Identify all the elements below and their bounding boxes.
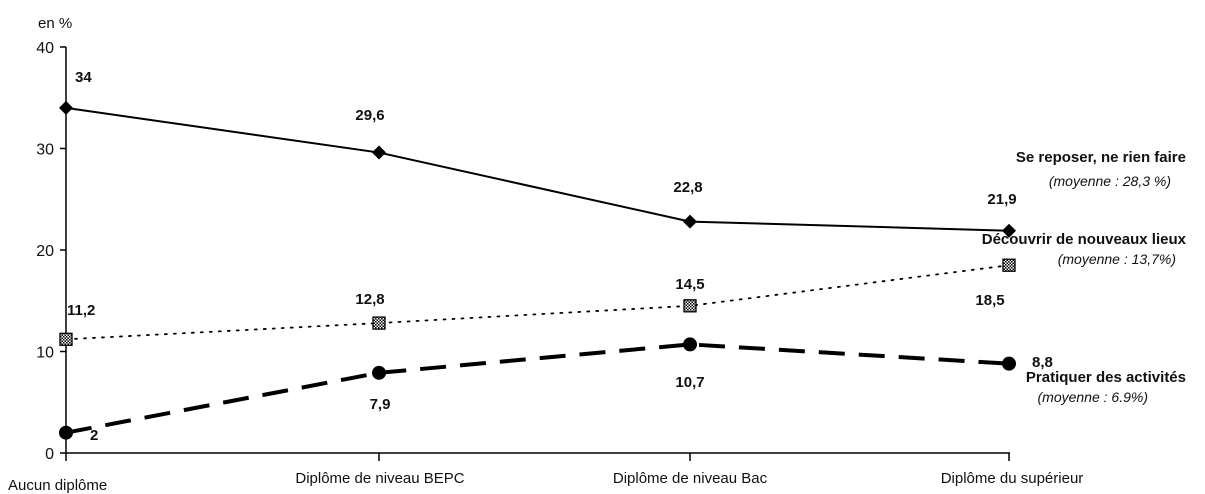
data-point-marker [683, 299, 697, 313]
data-point-marker [683, 337, 697, 352]
series-line [65, 264, 1010, 341]
data-label: 10,7 [675, 374, 704, 391]
y-tick-label: 10 [36, 345, 54, 362]
data-label: 11,2 [67, 302, 95, 319]
data-point-marker [372, 316, 386, 330]
data-point-marker [1002, 223, 1016, 238]
axes: 0 10 20 30 40 Aucun diplôme Diplôme de niveau … [8, 40, 1083, 494]
data-point-marker [59, 332, 73, 346]
annotations: 34 29,6 22,8 21,9 11,2 12,8 14,5 18,5 2 7,9 10,7 8,… [67, 69, 1187, 444]
y-tick-label: 20 [36, 243, 54, 260]
series-name-label: Découvrir de nouveaux lieux [982, 231, 1187, 248]
x-category-label: Aucun diplôme [8, 477, 107, 494]
series-name-label: Pratiquer des activités [1026, 369, 1186, 386]
data-point-marker [1002, 258, 1016, 272]
data-label: 8,8 [1032, 354, 1053, 371]
x-category-label: Diplôme de niveau Bac [613, 470, 768, 487]
x-category-label: Diplôme du supérieur [941, 470, 1084, 487]
data-label: 7,9 [370, 396, 391, 413]
series-line [65, 106, 1010, 232]
data-point-marker [372, 145, 386, 160]
data-label: 18,5 [975, 292, 1004, 309]
y-axis-unit-label: en % [38, 15, 72, 32]
data-point-marker [59, 425, 73, 440]
data-label: 12,8 [355, 291, 384, 308]
series-line [65, 342, 1010, 435]
data-label: 22,8 [673, 179, 702, 196]
data-point-marker [372, 365, 386, 380]
data-label: 21,9 [987, 191, 1016, 208]
data-label: 34 [75, 69, 92, 86]
series-average-note: (moyenne : 6.9%) [1038, 389, 1149, 405]
y-tick-label: 40 [36, 40, 54, 57]
series-name-label: Se reposer, ne rien faire [1016, 149, 1186, 166]
x-category-label: Diplôme de niveau BEPC [295, 470, 464, 487]
data-label: 2 [90, 427, 98, 444]
data-label: 14,5 [675, 276, 704, 293]
y-tick-label: 30 [36, 142, 54, 159]
data-point-marker [683, 214, 697, 229]
data-point-marker [59, 100, 73, 115]
data-label: 29,6 [355, 107, 384, 124]
series-average-note: (moyenne : 28,3 %) [1049, 173, 1171, 189]
series-layer [59, 100, 1016, 440]
y-tick-label: 0 [45, 446, 54, 463]
series-average-note: (moyenne : 13,7%) [1058, 251, 1176, 267]
data-point-marker [1002, 356, 1016, 371]
